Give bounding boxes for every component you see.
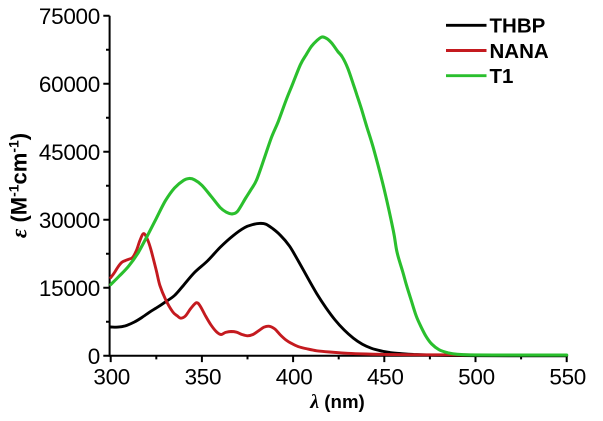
svg-text:350: 350	[185, 364, 222, 389]
svg-text:ε (M-1cm-1): ε (M-1cm-1)	[6, 133, 32, 238]
svg-text:T1: T1	[490, 65, 514, 88]
svg-text:30000: 30000	[39, 208, 100, 233]
svg-text:NANA: NANA	[490, 40, 549, 63]
svg-text:400: 400	[276, 364, 313, 389]
svg-text:λ (nm): λ (nm)	[309, 391, 365, 413]
svg-text:300: 300	[93, 364, 130, 389]
svg-text:450: 450	[367, 364, 404, 389]
svg-text:500: 500	[458, 364, 495, 389]
svg-text:550: 550	[549, 364, 586, 389]
svg-text:15000: 15000	[39, 276, 100, 301]
svg-text:75000: 75000	[39, 4, 100, 29]
svg-text:45000: 45000	[39, 140, 100, 165]
svg-text:60000: 60000	[39, 72, 100, 97]
svg-text:0: 0	[88, 344, 100, 369]
svg-text:THBP: THBP	[490, 15, 546, 38]
